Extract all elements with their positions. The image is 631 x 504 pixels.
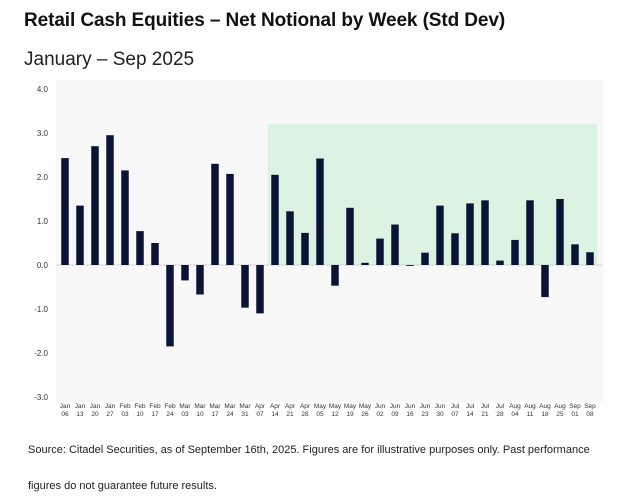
bar xyxy=(61,158,69,265)
x-tick-label: May 19 xyxy=(344,403,357,418)
y-tick-label: 2.0 xyxy=(37,173,49,182)
x-tick-label: Jun 02 xyxy=(375,403,386,418)
bar xyxy=(511,239,519,265)
bar xyxy=(421,252,429,265)
bar xyxy=(241,265,249,308)
x-tick-label: Sep 01 xyxy=(569,403,581,418)
chart-subtitle: January – Sep 2025 xyxy=(24,49,195,70)
bar xyxy=(391,224,399,265)
bar xyxy=(526,200,534,265)
x-tick-label: May 12 xyxy=(329,403,342,418)
y-tick-label: 1.0 xyxy=(37,217,49,226)
bar xyxy=(556,199,564,265)
x-tick-label: Jan 20 xyxy=(90,403,101,418)
bar xyxy=(211,163,219,265)
bar xyxy=(466,203,474,265)
bar xyxy=(586,252,594,265)
x-tick-label: Jun 09 xyxy=(390,403,401,418)
x-tick-label: Mar 17 xyxy=(209,403,221,418)
y-tick-label: 4.0 xyxy=(37,85,49,94)
bar xyxy=(166,265,174,347)
bar xyxy=(451,233,459,265)
bar xyxy=(481,200,489,265)
bar xyxy=(301,232,309,265)
x-tick-label: Aug 11 xyxy=(524,403,536,418)
x-tick-label: Jan 13 xyxy=(75,403,86,418)
bar xyxy=(496,260,504,265)
bar xyxy=(76,205,84,265)
y-tick-label: -2.0 xyxy=(34,349,48,358)
x-tick-label: Apr 07 xyxy=(255,403,266,418)
bar xyxy=(136,231,144,265)
y-tick-label: 3.0 xyxy=(37,129,49,138)
x-tick-label: Apr 28 xyxy=(300,403,311,418)
x-tick-label: Jun 23 xyxy=(420,403,431,418)
bar xyxy=(151,243,159,265)
bar xyxy=(541,265,549,298)
y-tick-label: -3.0 xyxy=(34,393,48,402)
bar xyxy=(256,265,264,314)
x-tick-label: Jun 16 xyxy=(405,403,416,418)
bar xyxy=(361,262,369,265)
x-tick-label: Aug 04 xyxy=(509,403,521,418)
x-tick-label: Jan 27 xyxy=(105,403,116,418)
x-tick-label: Apr 21 xyxy=(285,403,296,418)
x-tick-label: Jul 21 xyxy=(481,403,490,418)
bar xyxy=(196,265,204,295)
bar xyxy=(121,170,129,265)
bar xyxy=(271,174,279,265)
x-tick-label: Aug 25 xyxy=(554,403,566,418)
x-tick-label: Jul 14 xyxy=(466,403,475,418)
x-tick-label: Feb 17 xyxy=(149,403,161,418)
bar xyxy=(286,211,294,265)
y-tick-label: -1.0 xyxy=(34,305,48,314)
chart-title: Retail Cash Equities – Net Notional by W… xyxy=(24,10,506,31)
bar xyxy=(406,265,414,266)
source-note: Source: Citadel Securities, as of Septem… xyxy=(28,444,590,492)
bar xyxy=(571,244,579,265)
bar xyxy=(331,265,339,286)
x-tick-label: May 05 xyxy=(314,403,327,418)
x-tick-label: Apr 14 xyxy=(270,403,281,418)
bar xyxy=(91,146,99,265)
x-tick-label: May 26 xyxy=(359,403,372,418)
x-tick-label: Mar 10 xyxy=(194,403,206,418)
bar xyxy=(376,238,384,265)
bar xyxy=(436,205,444,265)
x-tick-label: Aug 18 xyxy=(539,403,551,418)
x-tick-label: Jul 07 xyxy=(451,403,460,418)
x-tick-label: Feb 10 xyxy=(134,403,146,418)
x-tick-label: Jul 28 xyxy=(496,403,505,418)
x-tick-label: Feb 24 xyxy=(164,403,176,418)
x-tick-label: Jan 06 xyxy=(60,403,71,418)
bar xyxy=(346,207,354,265)
bar xyxy=(106,135,114,265)
x-tick-label: Sep 08 xyxy=(584,403,596,418)
x-tick-label: Feb 03 xyxy=(119,403,131,418)
bar xyxy=(316,158,324,265)
bar xyxy=(226,173,234,265)
x-tick-label: Mar 24 xyxy=(224,403,236,418)
x-tick-label: Mar 31 xyxy=(239,403,251,418)
x-tick-label: Mar 03 xyxy=(179,403,191,418)
bar xyxy=(181,265,189,281)
x-tick-label: Jun 30 xyxy=(435,403,446,418)
y-tick-label: 0.0 xyxy=(37,261,49,270)
